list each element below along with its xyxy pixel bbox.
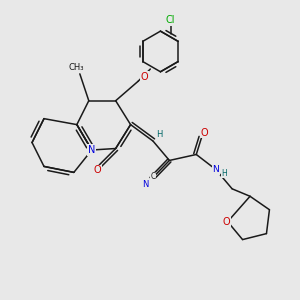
Text: N: N (142, 181, 149, 190)
Text: C: C (150, 172, 156, 181)
Text: O: O (94, 165, 102, 175)
Text: CH₃: CH₃ (68, 63, 84, 72)
Text: O: O (201, 128, 208, 138)
Text: O: O (222, 217, 230, 227)
Text: N: N (88, 145, 95, 155)
Text: Cl: Cl (166, 15, 175, 25)
Text: O: O (140, 72, 148, 82)
Text: N: N (212, 165, 219, 174)
Text: H: H (221, 169, 227, 178)
Text: H: H (156, 130, 163, 139)
Text: N: N (88, 145, 95, 155)
